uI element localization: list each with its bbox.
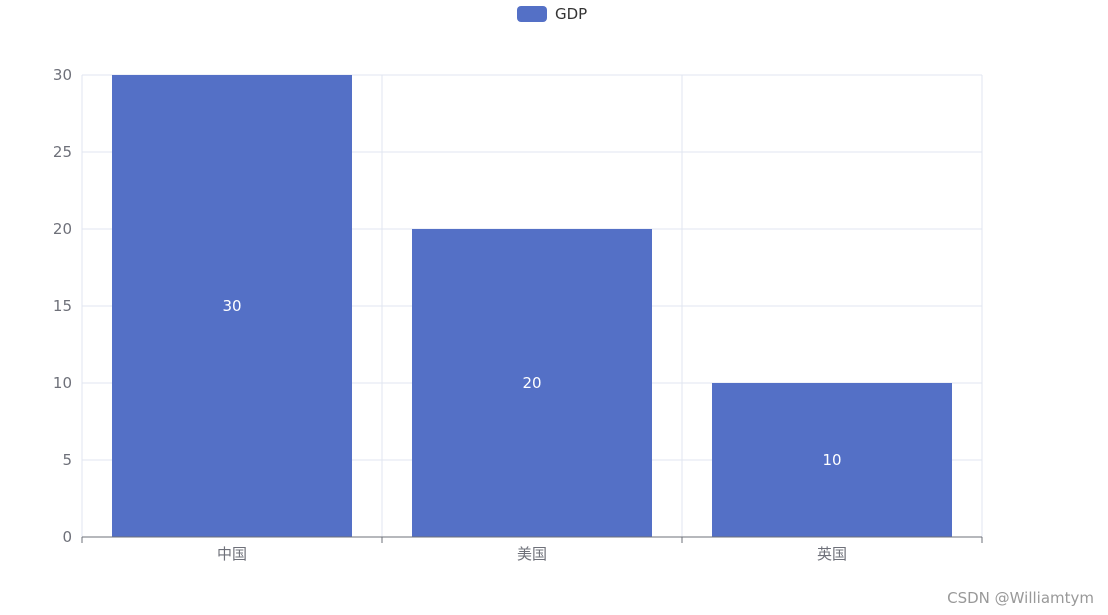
bar-2[interactable] bbox=[412, 229, 652, 537]
y-tick-label: 25 bbox=[53, 143, 72, 161]
x-tick-label: 美国 bbox=[517, 545, 547, 563]
legend[interactable]: GDP bbox=[517, 5, 587, 23]
legend-label[interactable]: GDP bbox=[555, 5, 587, 23]
y-tick-label: 0 bbox=[62, 528, 72, 546]
y-tick-label: 10 bbox=[53, 374, 72, 392]
bar-3[interactable] bbox=[712, 383, 952, 537]
axes: 0 5 10 15 20 25 30 中国 美国 英国 bbox=[53, 66, 983, 563]
legend-swatch[interactable] bbox=[517, 6, 547, 22]
watermark: CSDN @Williamtym bbox=[947, 589, 1094, 607]
y-tick-label: 30 bbox=[53, 66, 72, 84]
bar-value-label: 20 bbox=[522, 374, 541, 392]
data-labels: 30 20 10 bbox=[222, 297, 841, 469]
x-tick-label: 英国 bbox=[817, 545, 847, 563]
x-tick-label: 中国 bbox=[217, 545, 247, 563]
y-tick-label: 5 bbox=[62, 451, 72, 469]
bar-value-label: 10 bbox=[822, 451, 841, 469]
y-tick-label: 15 bbox=[53, 297, 72, 315]
bar-1[interactable] bbox=[112, 75, 352, 537]
bar-value-label: 30 bbox=[222, 297, 241, 315]
y-tick-label: 20 bbox=[53, 220, 72, 238]
bars bbox=[112, 75, 952, 537]
